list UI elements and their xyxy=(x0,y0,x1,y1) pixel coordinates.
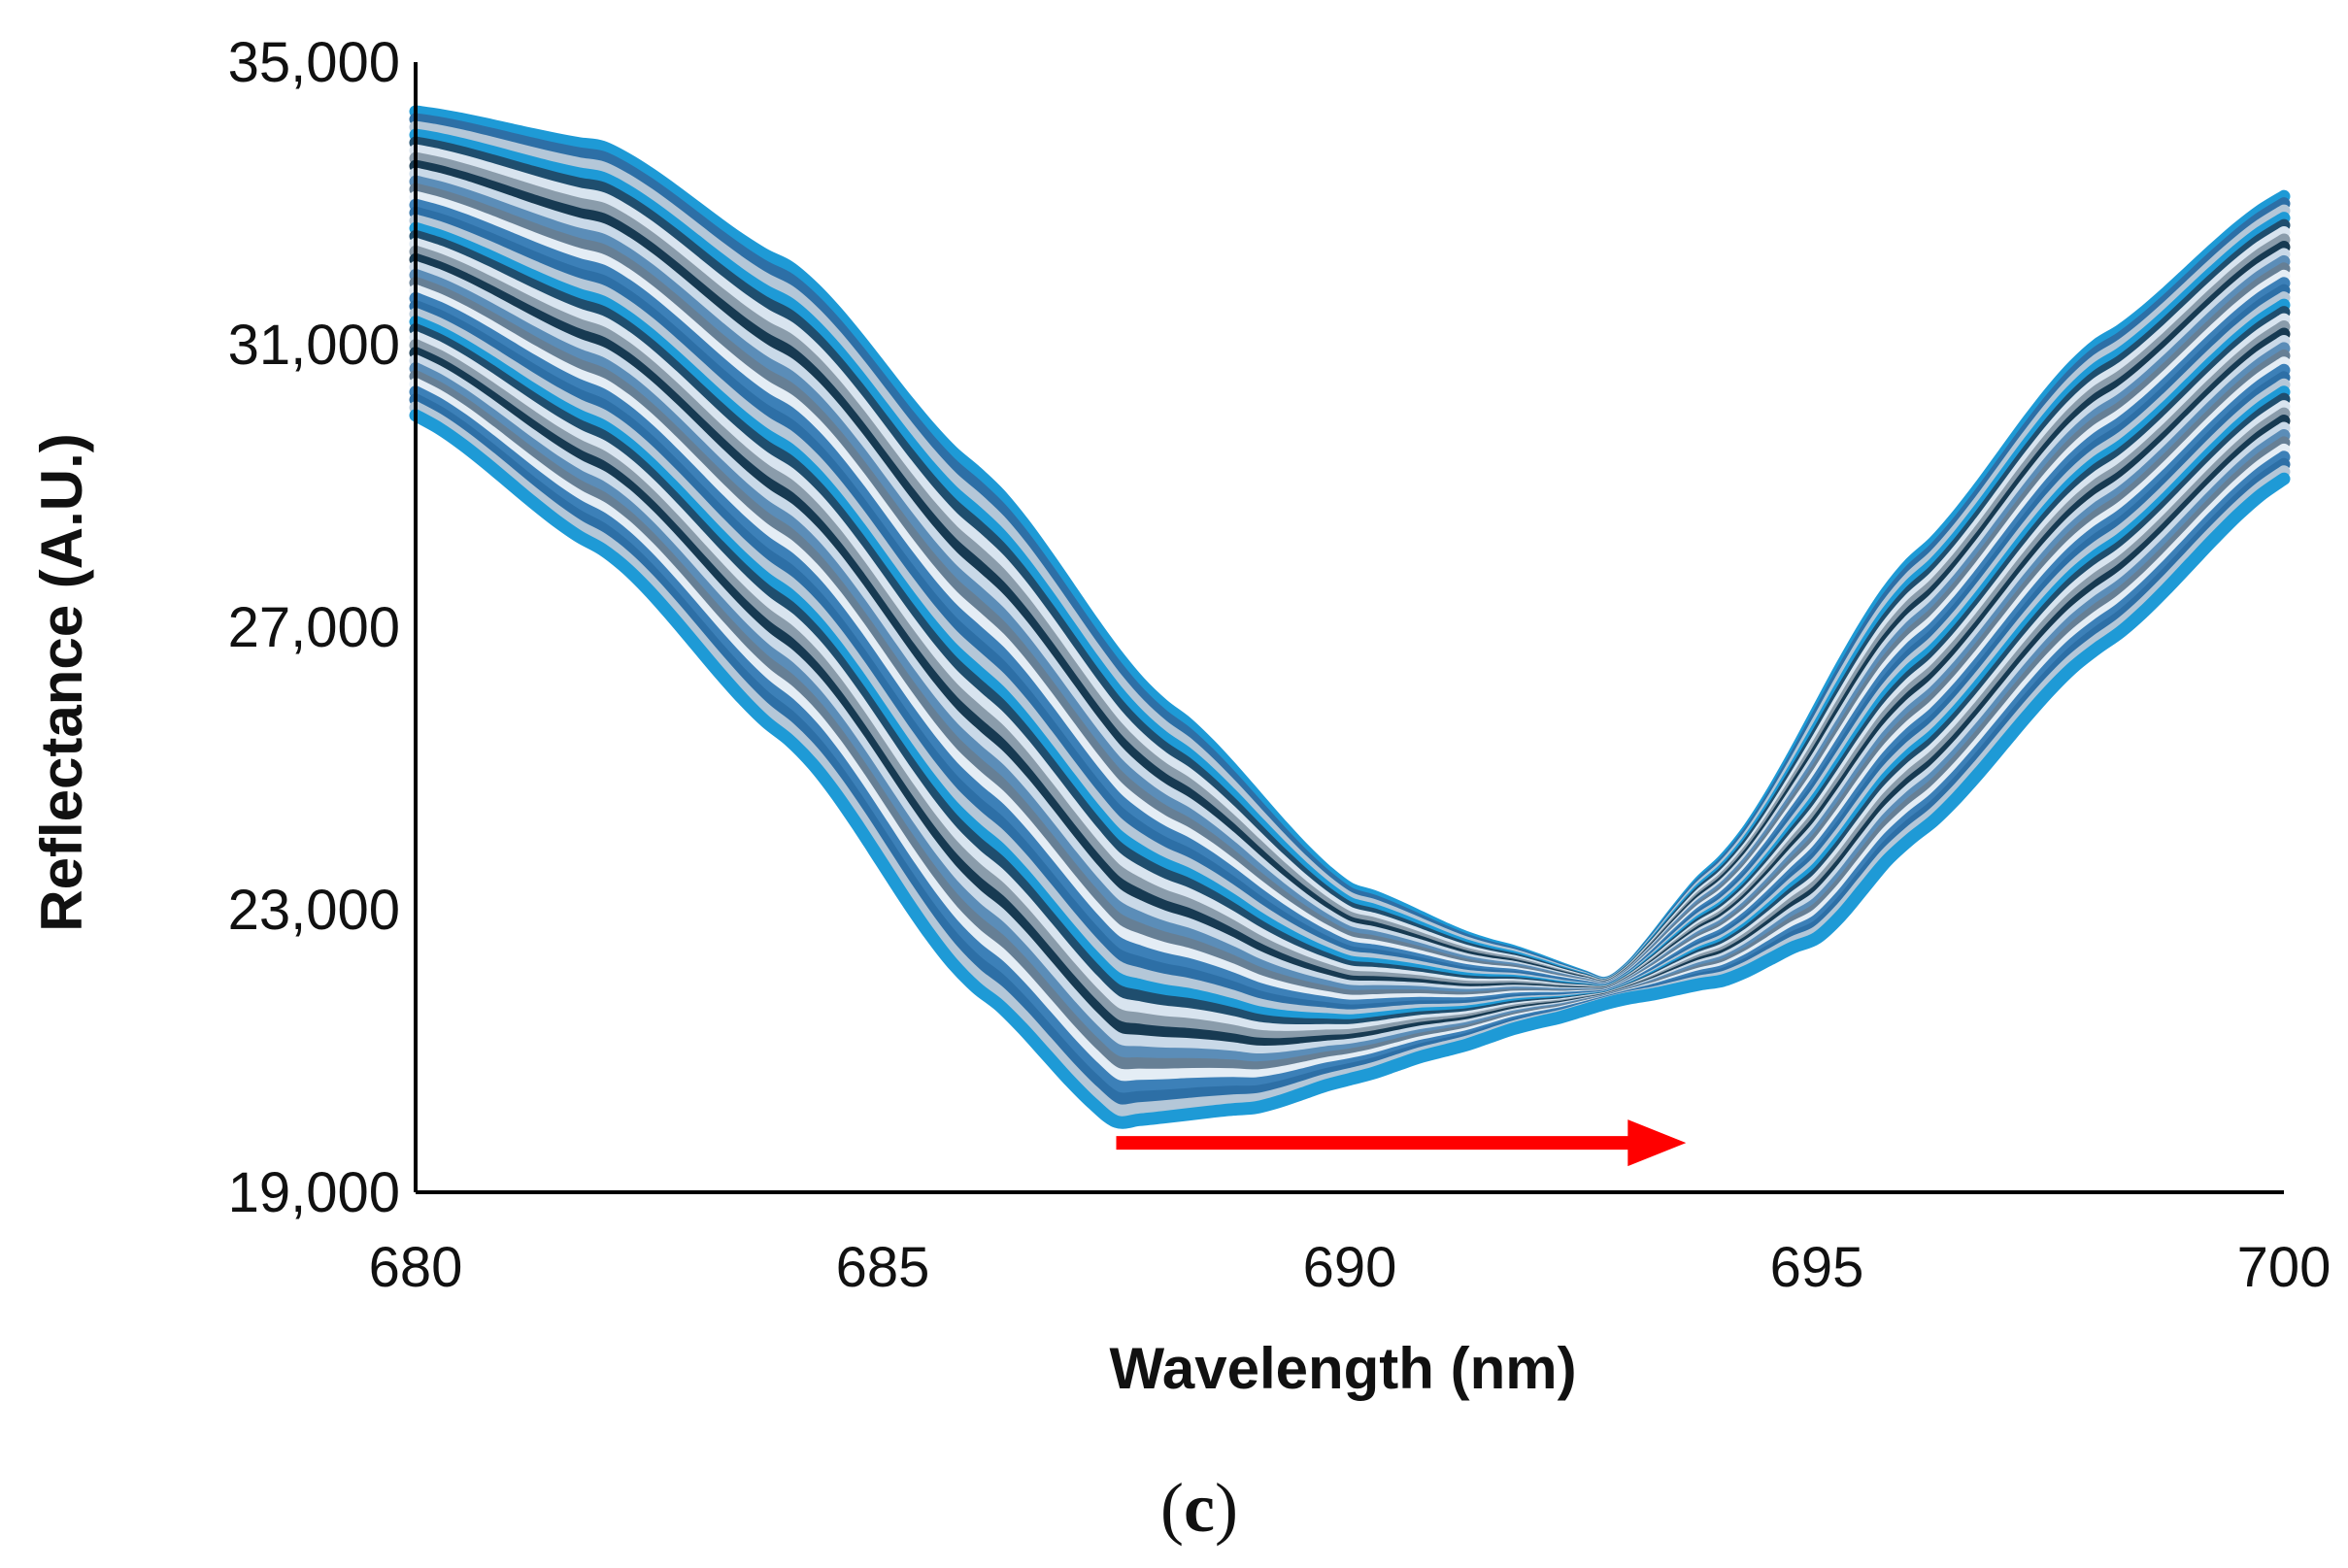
y-tick-label: 31,000 xyxy=(228,314,400,377)
x-tick-label: 685 xyxy=(836,1236,930,1299)
y-tick-label: 23,000 xyxy=(228,879,400,942)
x-tick-label: 690 xyxy=(1303,1236,1397,1299)
shift-arrow xyxy=(1116,1119,1687,1167)
x-tick-label: 680 xyxy=(369,1236,463,1299)
x-tick-label: 695 xyxy=(1770,1236,1864,1299)
shift-arrow-head xyxy=(1627,1119,1687,1167)
y-tick-label: 27,000 xyxy=(228,596,400,659)
panel-label-close: ) xyxy=(1215,1469,1238,1547)
panel-label-letter: c xyxy=(1184,1469,1215,1547)
panel-label-open: ( xyxy=(1160,1469,1184,1547)
y-tick-label: 19,000 xyxy=(228,1161,400,1224)
tick-labels: 19,000 23,000 27,000 31,000 35,000 680 685 690 6… xyxy=(228,31,2331,1299)
panel-label: (c) xyxy=(1160,1469,1238,1547)
y-axis-title: Reflectance (A.U.) xyxy=(29,433,94,931)
spectrum-line-1 xyxy=(409,409,2291,1129)
axes xyxy=(414,62,2284,1194)
y-tick-label: 35,000 xyxy=(228,31,400,94)
x-axis-title: Wavelength (nm) xyxy=(1109,1336,1576,1401)
x-tick-label: 700 xyxy=(2237,1236,2331,1299)
spectra-series-group xyxy=(409,105,2291,1129)
